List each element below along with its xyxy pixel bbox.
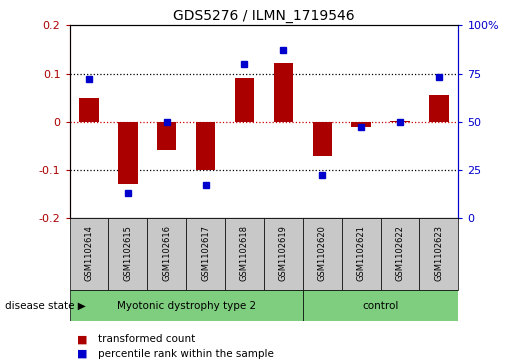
Bar: [157, 122, 177, 150]
Text: GSM1102620: GSM1102620: [318, 225, 327, 281]
Text: GSM1102619: GSM1102619: [279, 225, 288, 281]
Text: GSM1102621: GSM1102621: [357, 225, 366, 281]
Bar: [351, 122, 371, 127]
Text: percentile rank within the sample: percentile rank within the sample: [98, 349, 274, 359]
Bar: [196, 122, 215, 170]
Bar: [225, 218, 264, 290]
Text: disease state ▶: disease state ▶: [5, 301, 86, 311]
Bar: [147, 218, 186, 290]
Text: transformed count: transformed count: [98, 334, 195, 344]
Text: ■: ■: [77, 334, 88, 344]
Bar: [118, 122, 138, 184]
Bar: [108, 218, 147, 290]
Bar: [303, 218, 342, 290]
Bar: [79, 98, 99, 122]
Bar: [273, 63, 293, 122]
Bar: [70, 290, 303, 321]
Bar: [390, 121, 410, 122]
Bar: [303, 290, 458, 321]
Bar: [313, 122, 332, 156]
Text: GSM1102615: GSM1102615: [124, 225, 132, 281]
Text: GSM1102622: GSM1102622: [396, 225, 404, 281]
Text: control: control: [363, 301, 399, 311]
Bar: [429, 95, 449, 122]
Bar: [235, 78, 254, 122]
Text: GSM1102623: GSM1102623: [435, 225, 443, 281]
Text: Myotonic dystrophy type 2: Myotonic dystrophy type 2: [116, 301, 256, 311]
Title: GDS5276 / ILMN_1719546: GDS5276 / ILMN_1719546: [173, 9, 355, 23]
Text: GSM1102617: GSM1102617: [201, 225, 210, 281]
Text: GSM1102616: GSM1102616: [162, 225, 171, 281]
Bar: [264, 218, 303, 290]
Text: GSM1102614: GSM1102614: [84, 225, 93, 281]
Bar: [186, 218, 225, 290]
Text: ■: ■: [77, 349, 88, 359]
Bar: [70, 218, 109, 290]
Bar: [420, 218, 458, 290]
Bar: [381, 218, 419, 290]
Bar: [342, 218, 381, 290]
Text: GSM1102618: GSM1102618: [240, 225, 249, 281]
